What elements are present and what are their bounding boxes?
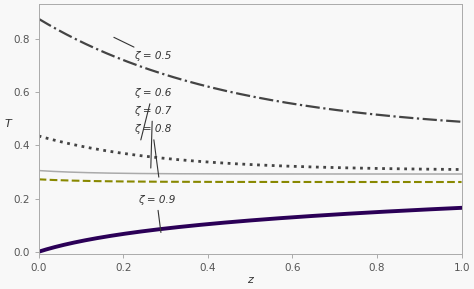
Text: ζ = 0.6: ζ = 0.6: [134, 88, 171, 140]
Text: ζ = 0.5: ζ = 0.5: [114, 37, 171, 61]
X-axis label: z: z: [247, 275, 253, 285]
Text: ζ = 0.7: ζ = 0.7: [134, 106, 171, 168]
Text: ζ = 0.9: ζ = 0.9: [138, 195, 175, 232]
Text: ζ = 0.8: ζ = 0.8: [134, 124, 171, 177]
Y-axis label: T: T: [4, 119, 11, 129]
